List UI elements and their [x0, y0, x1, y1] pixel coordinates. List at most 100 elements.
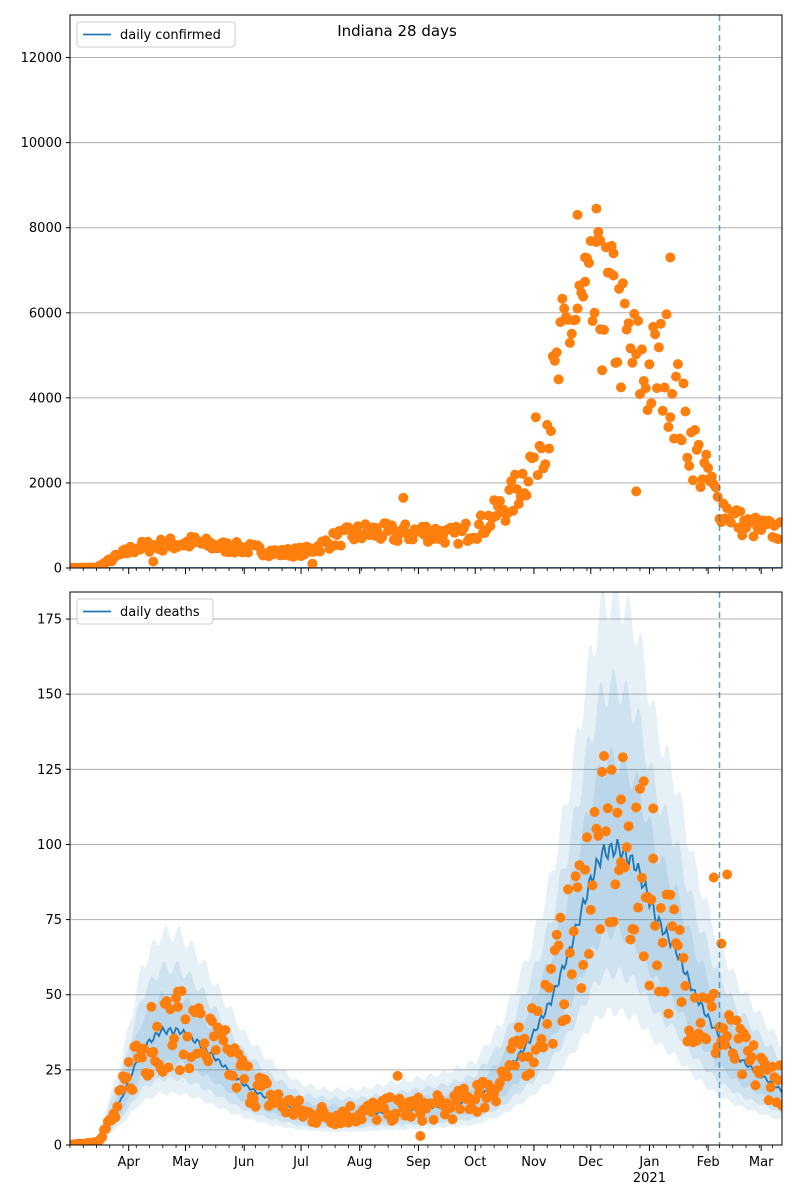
observed-point — [513, 1022, 524, 1033]
observed-point — [754, 1068, 765, 1079]
legend: daily deaths — [76, 598, 214, 625]
observed-point — [523, 476, 534, 487]
observed-point — [667, 388, 678, 399]
observed-point — [528, 452, 539, 463]
observed-point — [731, 1015, 742, 1026]
observed-point — [633, 902, 644, 913]
observed-point — [684, 460, 695, 471]
shared-date-axis: Apr May Jun Jul Aug Sep Oct Nov Dec Jan Feb Mar 2021 — [117, 568, 774, 1186]
month-tick-label: Oct — [464, 1155, 486, 1170]
observed-point — [635, 783, 645, 794]
observed-point — [689, 425, 700, 435]
observed-point — [636, 872, 647, 883]
observed-point — [748, 1040, 759, 1051]
month-tick-label: Nov — [521, 1155, 547, 1170]
observed-point — [735, 506, 746, 517]
observed-point — [706, 471, 717, 482]
observed-point — [672, 359, 683, 370]
observed-point — [227, 1070, 238, 1081]
observed-point — [352, 521, 363, 532]
observed-point — [112, 1101, 123, 1112]
observed-point — [307, 558, 318, 568]
observed-point — [563, 884, 573, 895]
observed-point — [199, 1038, 210, 1049]
observed-point — [676, 435, 687, 446]
observed-point — [657, 937, 668, 948]
observed-point — [511, 484, 522, 495]
observed-point — [250, 1101, 261, 1112]
observed-point — [546, 963, 556, 974]
observed-point — [566, 969, 577, 980]
observed-point — [165, 1004, 176, 1015]
observed-point — [663, 1008, 674, 1019]
observed-point — [773, 534, 782, 545]
observed-point — [616, 382, 626, 393]
observed-point — [650, 329, 661, 340]
plot-frame — [69, 14, 783, 569]
observed-point — [665, 252, 676, 263]
observed-point — [138, 1043, 149, 1054]
observed-point — [638, 951, 649, 962]
observed-point — [580, 276, 591, 287]
observed-point — [733, 522, 744, 533]
observed-point — [701, 449, 712, 460]
observed-point — [146, 1001, 157, 1012]
observed-point — [674, 925, 685, 935]
observed-point — [210, 1045, 221, 1056]
observed-point — [123, 1057, 134, 1068]
observed-point — [148, 556, 159, 567]
observed-point — [561, 1014, 572, 1025]
observed-point — [661, 309, 672, 320]
y-tick-label: 0 — [54, 1139, 62, 1154]
observed-point — [472, 1079, 483, 1090]
observed-point — [663, 422, 674, 432]
observed-point — [689, 992, 700, 1003]
observed-point — [665, 889, 676, 900]
observed-point — [195, 1008, 206, 1019]
observed-point — [152, 1021, 163, 1032]
observed-point — [583, 949, 594, 959]
observed-point — [597, 766, 608, 777]
observed-point — [566, 328, 577, 339]
observed-point — [593, 830, 604, 841]
observed-point — [385, 1092, 395, 1103]
observed-point — [648, 803, 659, 814]
observed-point — [184, 1063, 195, 1074]
observed-point — [273, 1089, 284, 1100]
observed-point — [415, 1131, 426, 1141]
observed-point — [595, 235, 606, 246]
observed-point — [144, 1068, 155, 1079]
observed-point — [595, 924, 606, 935]
observed-point — [231, 1082, 242, 1093]
y-tick-label: 50 — [45, 988, 62, 1003]
observed-point — [580, 864, 591, 875]
plot-frame — [69, 591, 783, 1146]
observed-point — [655, 318, 666, 329]
observed-point — [417, 1115, 428, 1126]
y-tick-label: 2000 — [29, 476, 62, 491]
observed-point — [504, 484, 515, 495]
observed-point — [748, 531, 759, 542]
observed-point — [439, 537, 450, 548]
observed-point — [701, 1034, 712, 1045]
observed-point — [750, 1080, 761, 1091]
observed-point — [500, 516, 511, 526]
observed-point — [578, 291, 589, 302]
observed-point — [703, 463, 714, 473]
observed-point — [589, 307, 600, 318]
observed-point — [589, 807, 600, 817]
observed-point — [538, 1042, 549, 1053]
observed-point — [646, 398, 657, 409]
observed-point — [544, 443, 555, 454]
observed-point — [576, 983, 587, 994]
y-tick-label: 8000 — [29, 221, 62, 236]
observed-point — [708, 988, 719, 999]
observed-point — [485, 521, 496, 531]
observed-point — [587, 880, 598, 891]
observed-point — [572, 303, 583, 314]
observed-point — [773, 1075, 782, 1086]
observed-point — [631, 486, 642, 497]
observed-point — [572, 882, 583, 893]
observed-point — [729, 1053, 740, 1064]
observed-point — [510, 1060, 520, 1071]
